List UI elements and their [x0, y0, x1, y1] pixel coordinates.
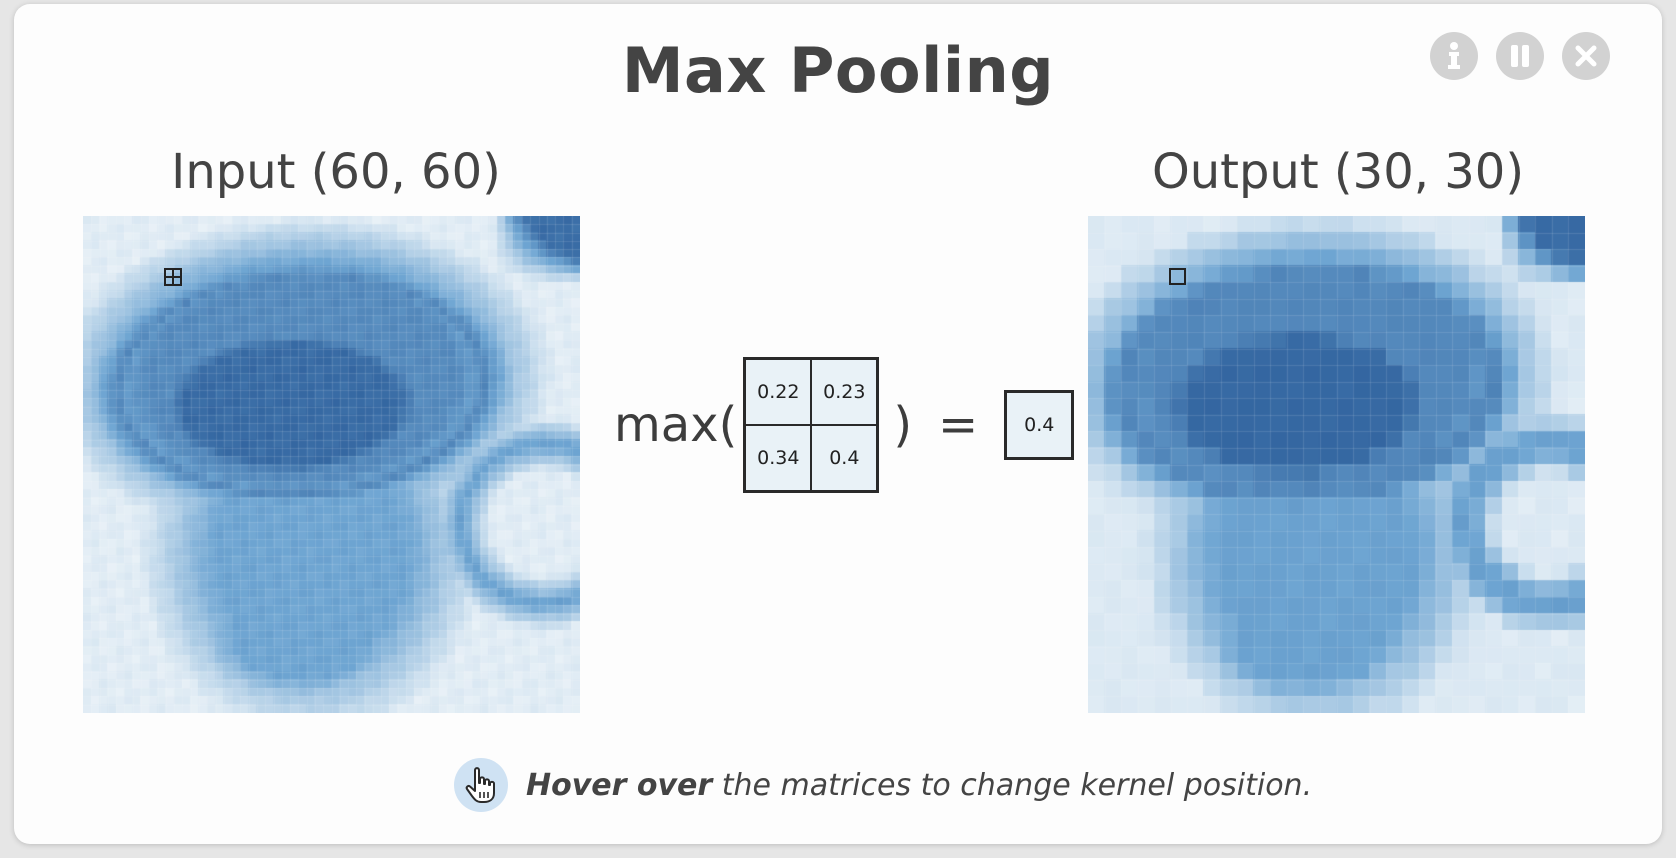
pool-cell: 0.22 — [745, 359, 812, 425]
closing-paren: ) — [893, 397, 913, 453]
pool-cell: 0.4 — [811, 425, 878, 491]
hint-bar: Hover over the matrices to change kernel… — [454, 758, 1312, 812]
pause-icon — [1511, 45, 1529, 67]
pointer-hand-icon — [454, 758, 508, 812]
output-image-canvas — [1088, 216, 1585, 713]
input-matrix[interactable] — [83, 216, 580, 713]
hint-text: Hover over the matrices to change kernel… — [526, 768, 1312, 803]
info-icon — [1448, 42, 1460, 69]
equals-sign: = — [938, 397, 979, 453]
pool-cell: 0.23 — [811, 359, 878, 425]
max-pooling-dialog: Max Pooling Input (60, 60) Output (30, 3… — [14, 4, 1662, 844]
pause-button[interactable] — [1496, 32, 1544, 80]
output-matrix[interactable] — [1088, 216, 1585, 713]
hint-rest-text: the matrices to change kernel position. — [712, 767, 1313, 803]
page-title: Max Pooling — [621, 34, 1055, 107]
pool-cell: 0.34 — [745, 425, 812, 491]
pooling-window: 0.22 0.23 0.34 0.4 — [743, 357, 880, 493]
info-button[interactable] — [1430, 32, 1478, 80]
pooling-result: 0.4 — [1004, 390, 1075, 460]
output-title: Output (30, 30) — [1151, 144, 1525, 200]
close-icon — [1575, 45, 1597, 67]
pooling-equation: max( 0.22 0.23 0.34 0.4 ) = 0.4 — [614, 356, 1075, 494]
input-image-canvas — [83, 216, 580, 713]
hint-bold-text: Hover over — [526, 767, 713, 803]
input-title: Input (60, 60) — [171, 144, 501, 200]
close-button[interactable] — [1562, 32, 1610, 80]
max-function-label: max( — [614, 397, 738, 453]
